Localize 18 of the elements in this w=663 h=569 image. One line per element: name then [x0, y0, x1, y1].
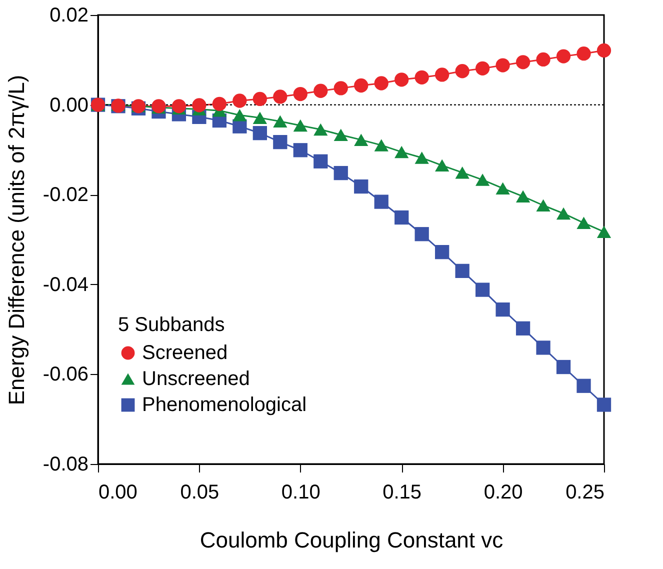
y-tick-label: 0.00	[50, 94, 88, 116]
legend-label: Phenomenological	[142, 394, 307, 416]
x-tick-label: 0.20	[484, 482, 523, 504]
y-tick-label: -0.04	[42, 274, 88, 296]
x-tick-label: 0.10	[281, 482, 320, 504]
legend-label: Screened	[142, 342, 228, 364]
y-tick-label: -0.08	[42, 454, 88, 476]
y-tick-label: 0.02	[50, 4, 88, 26]
y-tick-label: -0.02	[42, 184, 88, 206]
x-tick-label: 0.05	[180, 482, 220, 504]
x-tick-label: 0.00	[98, 482, 138, 504]
legend-label: Unscreened	[142, 368, 250, 390]
x-axis-title: Coulomb Coupling Constant vc	[200, 528, 504, 552]
x-tick-label: 0.25	[566, 482, 604, 504]
legend-title: 5 Subbands	[118, 314, 225, 336]
y-tick-label: -0.06	[42, 364, 88, 386]
x-tick-label: 0.15	[382, 482, 422, 504]
y-axis-title: Energy Difference (units of 2πγ/L)	[4, 74, 29, 406]
